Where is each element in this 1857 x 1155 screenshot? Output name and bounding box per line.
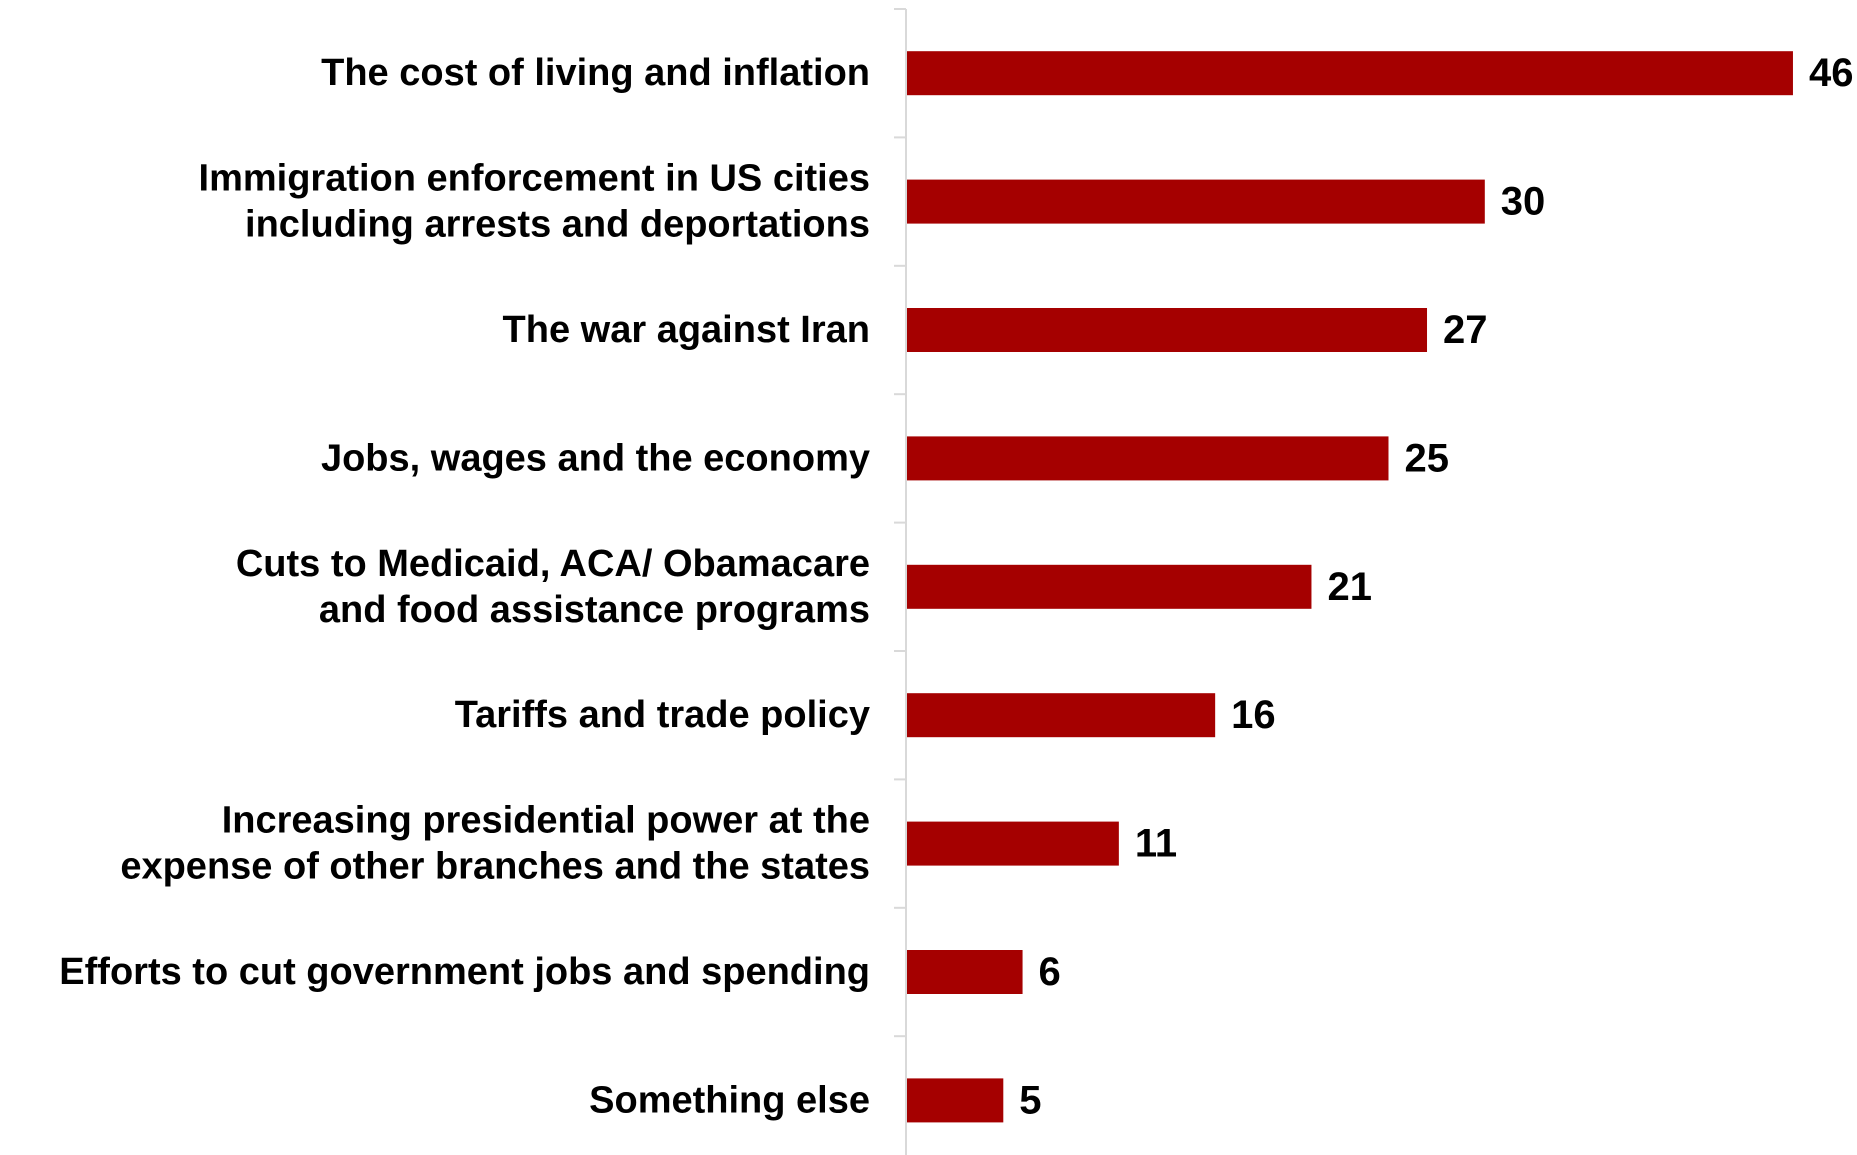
data-label: 46 [1809,51,1854,95]
data-label: 25 [1405,436,1450,480]
category-label-line: including arrests and deportations [245,204,870,246]
category-labels: The cost of living and inflation Immigrat… [59,52,870,1121]
bar [907,436,1389,481]
category-label-line: Jobs, wages and the economy [321,437,870,479]
category-label: The cost of living and inflation [321,52,870,94]
bar [907,821,1119,866]
data-label: 5 [1019,1078,1041,1122]
bar [907,51,1793,96]
category-label-line: and food assistance programs [319,589,870,631]
bar [907,950,1023,994]
category-label: Efforts to cut government jobs and spend… [59,951,870,993]
category-label-line: The war against Iran [503,309,870,351]
category-axis [894,8,907,1155]
bar [907,1078,1004,1123]
category-label: The war against Iran [503,309,870,351]
bar [907,693,1216,738]
value-labels: 46 30 27 25 21 16 11 6 5 [1019,51,1853,1122]
data-label: 6 [1039,950,1061,994]
category-label-line: Something else [589,1079,870,1121]
data-label: 27 [1443,308,1488,352]
category-label: Tariffs and trade policy [455,694,870,736]
data-label: 21 [1327,565,1372,609]
category-label-line: Tariffs and trade policy [455,694,870,736]
category-label: Jobs, wages and the economy [321,437,870,479]
category-label-line: Increasing presidential power at the [222,800,870,842]
category-label-line: The cost of living and inflation [321,52,870,94]
data-label: 30 [1501,180,1546,224]
category-label-line: expense of other branches and the states [120,846,870,888]
data-label: 11 [1135,822,1177,866]
category-label: Immigration enforcement in US cities incl… [199,158,870,246]
bar [907,179,1485,224]
category-label: Cuts to Medicaid, ACA/ Obamacare and food… [236,543,870,631]
bars-layer [907,51,1793,1123]
category-label: Increasing presidential power at the expe… [120,800,870,888]
category-label-line: Efforts to cut government jobs and spend… [59,951,870,993]
category-label-line: Cuts to Medicaid, ACA/ Obamacare [236,543,870,585]
category-label-line: Immigration enforcement in US cities [199,158,870,200]
bar [907,564,1312,609]
data-label: 16 [1231,693,1276,737]
bar [907,308,1428,352]
category-label: Something else [589,1079,870,1121]
